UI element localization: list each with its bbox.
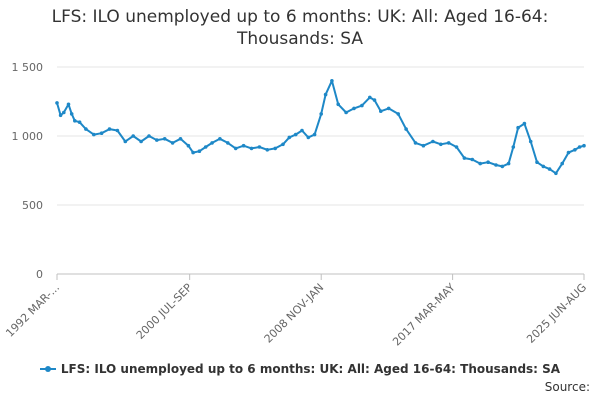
data-point[interactable] [77, 120, 82, 124]
data-point[interactable] [535, 160, 539, 164]
data-point[interactable] [528, 139, 533, 144]
data-point[interactable] [191, 150, 195, 155]
y-tick-label: 0 [36, 268, 43, 281]
data-point[interactable] [344, 110, 348, 115]
data-point[interactable] [577, 145, 582, 149]
chart-title-line-1: LFS: ILO unemployed up to 6 months: UK: … [51, 7, 549, 27]
data-point[interactable] [330, 79, 334, 83]
series-line-0 [56, 79, 585, 175]
data-point[interactable] [516, 125, 520, 130]
data-point[interactable] [69, 112, 74, 116]
data-point[interactable] [306, 135, 311, 140]
data-point[interactable] [386, 106, 391, 111]
data-point[interactable] [431, 139, 435, 144]
data-point[interactable] [58, 113, 63, 118]
chart-title-line-2: Thousands: SA [237, 29, 363, 49]
data-point[interactable] [547, 167, 552, 171]
data-point[interactable] [178, 137, 183, 141]
data-point[interactable] [257, 145, 262, 149]
data-point[interactable] [281, 142, 285, 147]
data-point[interactable] [486, 160, 490, 164]
data-point[interactable] [494, 163, 498, 167]
data-point[interactable] [582, 143, 586, 148]
data-point[interactable] [360, 103, 364, 108]
data-point[interactable] [541, 164, 546, 169]
data-point[interactable] [312, 132, 317, 137]
data-point[interactable] [293, 132, 298, 137]
data-point[interactable] [396, 112, 401, 116]
data-point[interactable] [139, 139, 143, 144]
data-point[interactable] [197, 149, 202, 153]
chart-title: LFS: ILO unemployed up to 6 months: UK: … [0, 6, 600, 50]
x-tick-label: 2025 JUN-AUG [524, 281, 589, 346]
data-point[interactable] [233, 146, 238, 151]
data-point[interactable] [560, 161, 564, 166]
data-point[interactable] [319, 112, 324, 116]
data-point[interactable] [92, 132, 96, 137]
data-point[interactable] [470, 157, 475, 162]
data-point[interactable] [439, 142, 443, 147]
data-point[interactable] [506, 161, 511, 166]
data-point[interactable] [203, 145, 208, 149]
data-point[interactable] [66, 102, 71, 107]
data-point[interactable] [273, 146, 278, 151]
data-point[interactable] [573, 148, 577, 152]
x-tick-label: 1992 MAR-... [3, 281, 62, 340]
data-point[interactable] [478, 161, 483, 166]
data-point[interactable] [107, 127, 112, 131]
data-point[interactable] [300, 128, 304, 133]
gridlines [57, 66, 584, 275]
data-point[interactable] [62, 110, 66, 115]
data-point[interactable] [446, 141, 451, 145]
data-point[interactable] [421, 143, 426, 148]
y-tick-label: 1 000 [12, 130, 44, 143]
data-point[interactable] [462, 156, 467, 160]
x-tick-label: 2008 NOV-JAN [262, 281, 327, 346]
data-point[interactable] [404, 127, 408, 131]
data-point[interactable] [186, 143, 191, 148]
data-point[interactable] [99, 131, 104, 135]
data-point[interactable] [265, 148, 270, 152]
data-point[interactable] [372, 98, 377, 102]
data-point[interactable] [123, 139, 128, 144]
data-point[interactable] [218, 137, 222, 141]
source-label: Source: [544, 380, 590, 394]
data-point[interactable] [249, 146, 254, 151]
data-point[interactable] [368, 95, 372, 100]
data-point[interactable] [170, 141, 175, 145]
data-point[interactable] [287, 135, 292, 140]
data-point[interactable] [162, 137, 167, 141]
legend-label: LFS: ILO unemployed up to 6 months: UK: … [60, 362, 561, 376]
x-tick-label: 2000 JUL-SEP [134, 281, 195, 342]
data-point[interactable] [241, 143, 246, 148]
data-point[interactable] [511, 145, 516, 149]
data-point[interactable] [84, 127, 88, 131]
legend-swatch-icon [39, 365, 56, 372]
data-point[interactable] [155, 138, 159, 142]
data-point[interactable] [522, 121, 527, 126]
legend[interactable]: LFS: ILO unemployed up to 6 months: UK: … [0, 362, 600, 376]
data-point[interactable] [554, 171, 558, 176]
data-point[interactable] [336, 102, 341, 107]
y-tick-label: 1 500 [12, 61, 44, 74]
data-point[interactable] [566, 150, 571, 155]
data-point[interactable] [55, 101, 59, 105]
data-point[interactable] [115, 128, 120, 133]
data-point[interactable] [147, 134, 151, 138]
data-point[interactable] [323, 92, 328, 97]
data-point[interactable] [226, 141, 230, 145]
data-point[interactable] [210, 141, 214, 145]
data-point[interactable] [454, 145, 459, 149]
data-point[interactable] [413, 141, 418, 145]
y-tick-label: 500 [22, 199, 43, 212]
data-point[interactable] [73, 119, 77, 123]
series-layer [55, 79, 586, 176]
data-point[interactable] [131, 134, 135, 138]
data-point[interactable] [352, 106, 356, 111]
data-point[interactable] [379, 109, 383, 113]
data-point[interactable] [500, 164, 505, 169]
x-tick-label: 2017 MAR-MAY [390, 281, 458, 349]
